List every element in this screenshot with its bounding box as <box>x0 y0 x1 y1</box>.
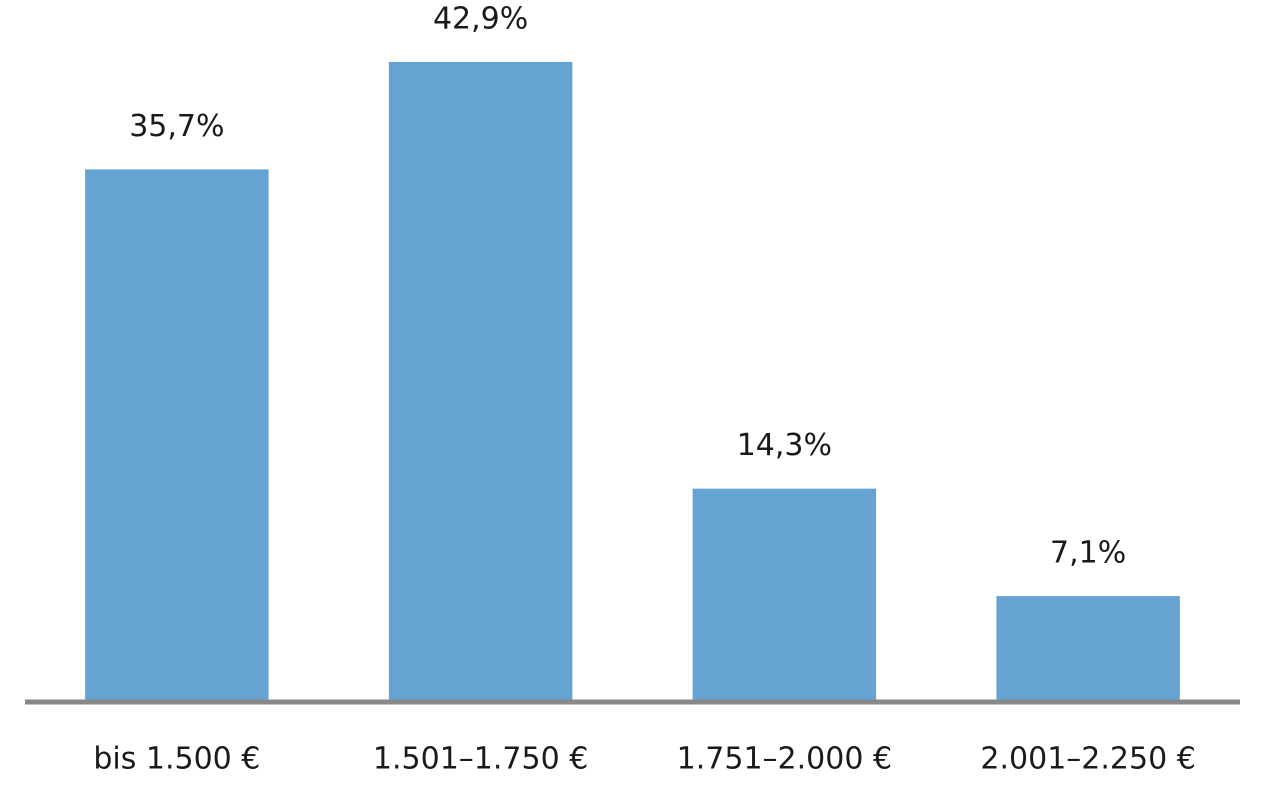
x-tick-label: 2.001–2.250 € <box>980 742 1195 777</box>
bar <box>388 61 573 702</box>
bar <box>85 169 269 702</box>
value-label: 35,7% <box>129 109 224 144</box>
x-tick-label: 1.751–2.000 € <box>677 742 892 777</box>
value-label: 42,9% <box>433 1 528 36</box>
bar <box>996 596 1180 702</box>
x-tick-label: bis 1.500 € <box>93 742 260 777</box>
bar <box>692 488 877 702</box>
value-label: 14,3% <box>737 428 832 463</box>
x-tick-label: 1.501–1.750 € <box>373 742 588 777</box>
value-label: 7,1% <box>1050 536 1126 571</box>
